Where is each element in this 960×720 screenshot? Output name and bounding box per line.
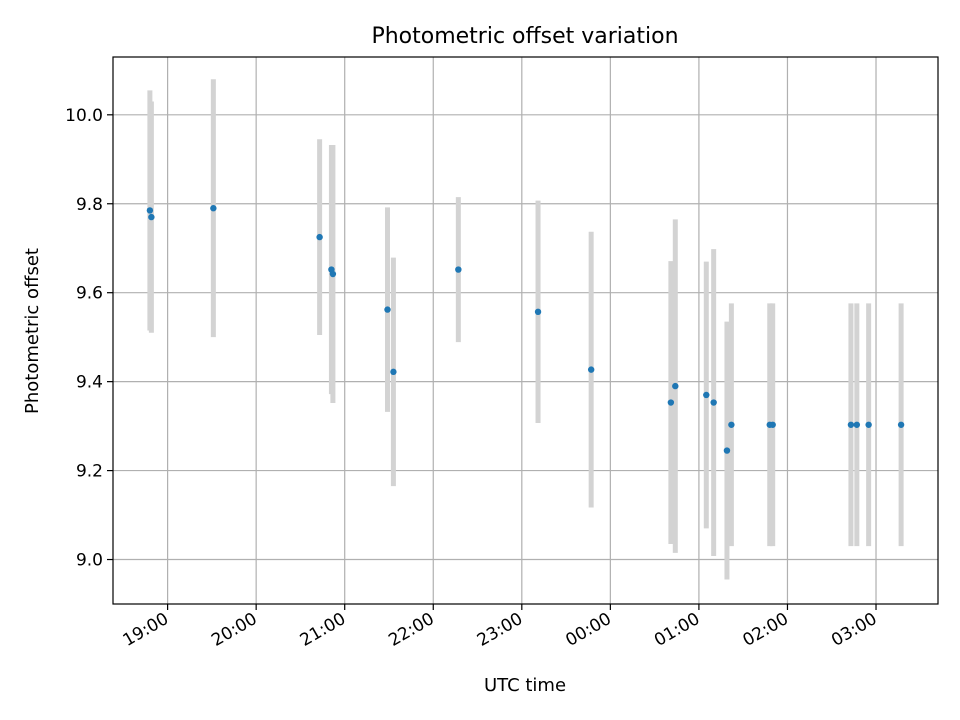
data-point (455, 266, 462, 273)
y-tick-label: 9.6 (76, 284, 103, 304)
y-axis-ticks: 9.0 9.2 9.4 9.6 9.8 10.0 (65, 106, 113, 571)
x-tick-label: 01:00 (651, 609, 703, 651)
data-point (710, 399, 717, 406)
data-point (865, 421, 872, 428)
grid (113, 57, 938, 604)
x-tick-label: 19:00 (120, 609, 172, 651)
y-tick-label: 9.4 (76, 373, 103, 393)
data-point (723, 447, 731, 454)
data-point (148, 213, 155, 221)
x-tick-label: 22:00 (385, 609, 437, 651)
x-tick-label: 00:00 (562, 609, 614, 651)
data-point (703, 391, 710, 399)
data-point (210, 205, 217, 212)
data-points (146, 205, 905, 454)
y-tick-label: 9.2 (76, 462, 103, 482)
plot-frame (112, 56, 939, 605)
y-tick-label: 9.0 (76, 551, 103, 571)
data-point (329, 270, 337, 278)
y-tick-label: 9.8 (76, 195, 103, 215)
y-tick-label: 10.0 (65, 106, 103, 126)
data-point (667, 399, 675, 406)
data-point (897, 421, 905, 428)
x-tick-label: 21:00 (297, 609, 349, 651)
chart-title: Photometric offset variation (371, 24, 678, 49)
x-tick-label: 02:00 (740, 609, 792, 651)
data-point (390, 368, 397, 376)
data-point (534, 308, 542, 316)
x-tick-label: 03:00 (828, 609, 880, 651)
data-point (728, 421, 735, 428)
x-axis-label: UTC time (484, 675, 566, 696)
data-point (587, 366, 595, 373)
data-point (384, 306, 391, 313)
y-axis-label: Photometric offset (22, 248, 43, 414)
data-point (769, 421, 776, 428)
x-axis-ticks: 19:00 20:00 21:00 22:00 23:00 00:00 01:00 02:00… (120, 604, 881, 651)
x-tick-label: 23:00 (474, 609, 526, 651)
data-point (316, 233, 323, 241)
error-bars (147, 79, 904, 580)
data-point (853, 421, 861, 428)
data-point (146, 207, 154, 214)
data-point (847, 421, 855, 428)
x-tick-label: 20:00 (208, 609, 260, 651)
data-point (672, 382, 679, 390)
